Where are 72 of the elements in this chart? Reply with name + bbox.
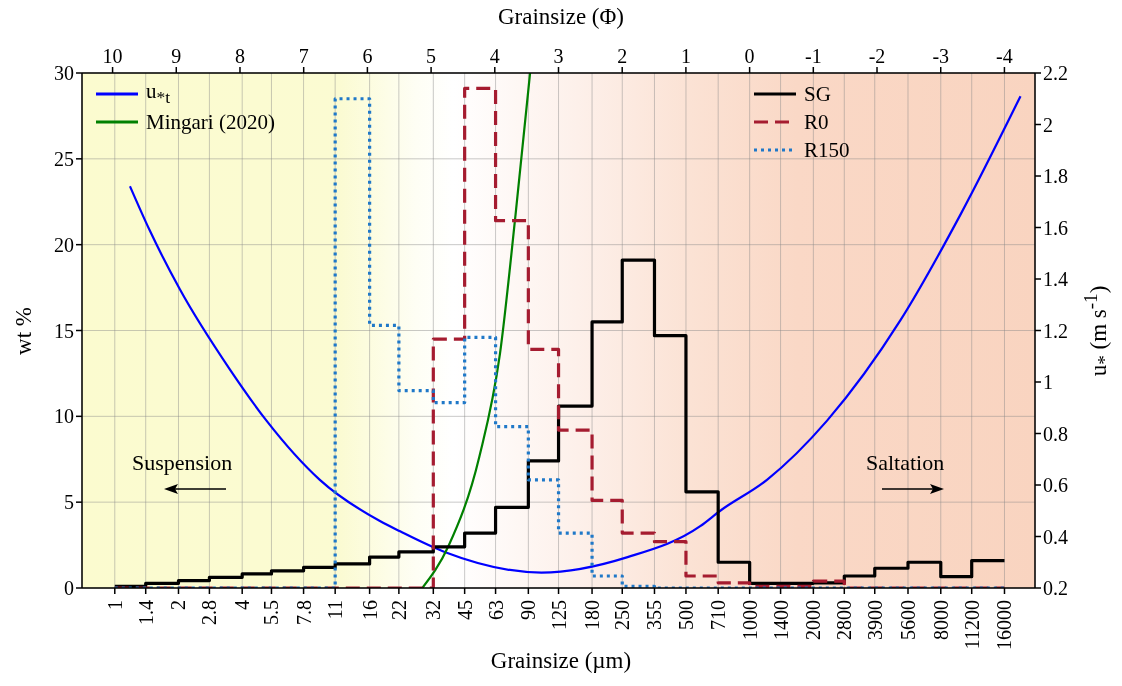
x-tick-label: 1000 <box>738 600 761 640</box>
x-tick-label: 22 <box>387 600 410 620</box>
x2-tick-label: 5 <box>426 45 437 67</box>
y2-tick-label: 0.4 <box>1043 525 1068 548</box>
legend-label: R150 <box>804 137 850 163</box>
x2-tick-label: -1 <box>804 45 822 67</box>
legend-label: SG <box>804 81 831 107</box>
y-axis-title: wt % <box>11 306 37 355</box>
y2-tick-label: 1.2 <box>1043 319 1068 342</box>
y-tick-label: 15 <box>54 319 74 342</box>
x-tick-label: 1400 <box>769 600 792 640</box>
x2-tick-label: -3 <box>932 45 950 67</box>
x-tick-label: 16000 <box>993 600 1016 650</box>
y2-tick-label: 1.6 <box>1043 216 1068 239</box>
y2-tick-label: 1.8 <box>1043 165 1068 188</box>
x-tick-label: 45 <box>453 600 476 620</box>
annotation: Suspension <box>132 450 233 476</box>
x2-tick-label: 3 <box>553 45 564 67</box>
y-tick-label: 25 <box>54 147 74 170</box>
x2-tick-label: -2 <box>868 45 886 67</box>
x-tick-label: 11200 <box>960 600 983 650</box>
x-tick-label: 5600 <box>897 600 919 640</box>
y-tick-label: 0 <box>64 577 74 600</box>
x-tick-label: 710 <box>707 600 730 630</box>
x-tick-label: 180 <box>581 600 604 630</box>
x-tick-label: 90 <box>517 600 540 620</box>
x-tick-label: 250 <box>611 600 634 630</box>
x-tick-label: 125 <box>547 600 570 630</box>
x-tick-label: 355 <box>643 600 666 630</box>
y2-tick-label: 1.4 <box>1043 268 1068 291</box>
y-tick-label: 20 <box>54 233 74 256</box>
legend-label: R0 <box>804 109 829 135</box>
annotation: Saltation <box>866 450 945 476</box>
legend-label: u$_{*t}$ <box>146 79 171 109</box>
x2-tick-label: 0 <box>744 45 755 67</box>
y-tick-label: 10 <box>54 405 74 428</box>
x2-tick-label: -4 <box>996 45 1013 67</box>
legend-label: Mingari (2020) <box>146 109 275 135</box>
x2-tick-label: 1 <box>680 45 691 67</box>
y2-tick-label: 0.2 <box>1043 577 1068 600</box>
y-tick-label: 30 <box>54 62 74 85</box>
x-tick-label: 11 <box>324 600 347 620</box>
y-tick-label: 5 <box>64 491 74 514</box>
x-tick-label: 1.4 <box>134 600 157 625</box>
y2-tick-label: 2.2 <box>1043 62 1068 85</box>
x-tick-label: 2800 <box>833 600 856 640</box>
x-tick-label: 5.5 <box>260 600 283 625</box>
x-tick-label: 7.8 <box>292 600 315 625</box>
x-axis-title: Grainsize (µm) <box>490 648 632 673</box>
x2-tick-label: 7 <box>298 45 309 67</box>
y2-tick-label: 2 <box>1043 113 1053 136</box>
x2-tick-label: 2 <box>617 45 628 67</box>
x-tick-label: 2000 <box>802 600 825 640</box>
x-tick-label: 500 <box>674 600 697 630</box>
x2-tick-label: 8 <box>234 45 245 67</box>
x2-axis-title: Grainsize (Φ) <box>497 4 625 30</box>
x2-tick-label: 6 <box>362 45 373 67</box>
y2-tick-label: 1 <box>1043 371 1053 394</box>
x2-tick-label: 9 <box>171 45 182 67</box>
x-tick-label: 4 <box>231 600 254 610</box>
y2-tick-label: 0.8 <box>1043 422 1068 445</box>
x-tick-label: 2.8 <box>198 600 221 625</box>
x-tick-label: 8000 <box>929 600 952 640</box>
x2-tick-label: 10 <box>102 45 123 67</box>
x-tick-label: 2 <box>167 600 190 610</box>
x-tick-label: 1 <box>103 600 126 610</box>
x-tick-label: 32 <box>422 600 445 620</box>
x-tick-label: 3900 <box>863 600 886 640</box>
x2-tick-label: 4 <box>489 45 500 67</box>
y2-tick-label: 0.6 <box>1043 474 1068 497</box>
x-tick-label: 63 <box>484 600 507 620</box>
x-tick-label: 16 <box>358 600 381 620</box>
